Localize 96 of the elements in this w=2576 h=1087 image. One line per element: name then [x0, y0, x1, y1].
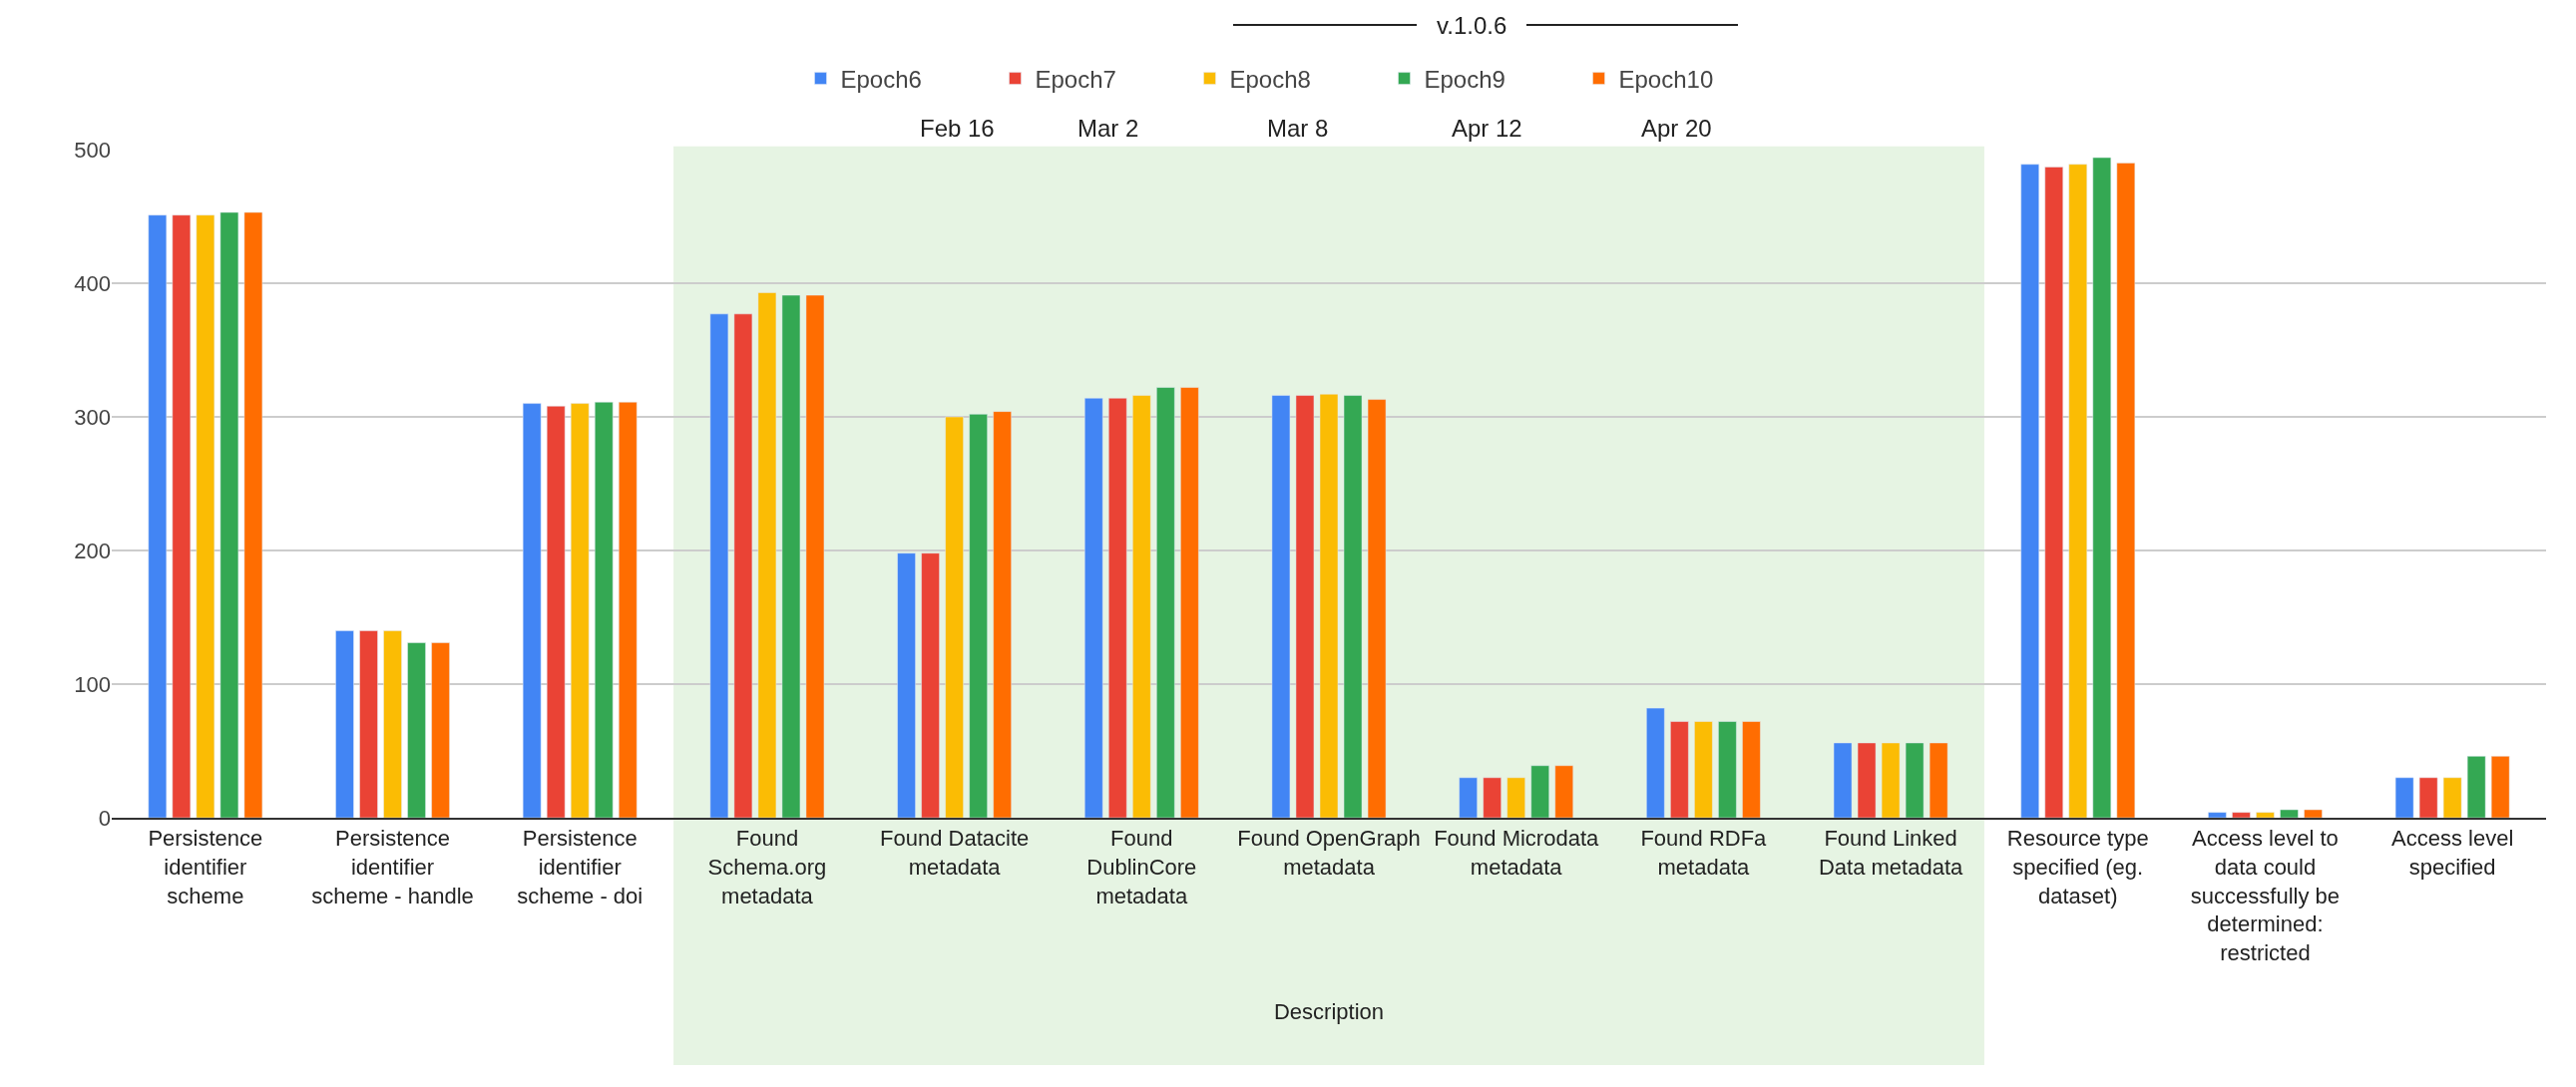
bar	[1905, 742, 1925, 818]
bar	[1108, 397, 1127, 818]
text: Apr 12	[1452, 115, 1522, 142]
bar	[2418, 777, 2438, 818]
bar	[2208, 812, 2227, 818]
text: Mar 8	[1267, 115, 1329, 142]
bar	[2304, 809, 2323, 818]
bar	[1718, 721, 1737, 818]
bar	[709, 313, 729, 818]
bar	[733, 313, 753, 818]
x-tick-label: Persistence identifier scheme - doi	[517, 826, 644, 908]
bar	[993, 411, 1012, 818]
bar	[243, 211, 263, 818]
bar	[2490, 756, 2510, 818]
y-tick-label: 0	[98, 805, 111, 831]
bar	[1271, 395, 1291, 818]
x-tick-label: Found Datacite metadata	[880, 826, 1030, 880]
bar	[1084, 397, 1103, 818]
bar	[1343, 395, 1363, 818]
bar	[172, 214, 192, 818]
bar	[1857, 742, 1877, 818]
bar	[1742, 721, 1761, 818]
bar	[219, 211, 239, 818]
x-tick-label: Resource type specified (eg. dataset)	[2006, 826, 2149, 908]
text: v.1.0.6	[1437, 12, 1507, 39]
bar	[1554, 765, 1573, 818]
legend-label: Epoch10	[1618, 65, 1714, 93]
bar	[359, 630, 378, 818]
bar	[1156, 387, 1175, 818]
bar	[570, 403, 590, 818]
bar	[196, 214, 215, 818]
bar	[2092, 157, 2112, 818]
bar	[619, 402, 638, 818]
bar	[1881, 742, 1901, 818]
x-tick-label: Found Linked Data metadata	[1818, 826, 1963, 880]
bar	[1670, 721, 1689, 818]
bar	[1132, 395, 1151, 818]
bar	[522, 403, 542, 818]
bar	[2020, 164, 2039, 818]
bar	[2068, 164, 2088, 818]
bar	[2044, 167, 2063, 818]
bar	[969, 414, 988, 818]
y-tick-label: 500	[74, 137, 111, 163]
x-tick-label: Found Schema.org metadata	[707, 826, 827, 908]
x-tick-label: Found Microdata metadata	[1434, 826, 1599, 880]
bar	[757, 292, 777, 818]
bar	[945, 416, 964, 818]
bar	[1180, 387, 1199, 818]
bar	[595, 402, 614, 818]
bar	[2280, 809, 2299, 818]
bar	[1295, 395, 1315, 818]
bar	[2232, 812, 2251, 818]
bar	[1646, 707, 1665, 818]
bar	[2394, 777, 2414, 818]
text: Feb 16	[920, 115, 995, 142]
y-tick-label: 300	[74, 404, 111, 430]
bar	[805, 294, 825, 818]
bar	[431, 642, 450, 818]
bar	[2466, 756, 2486, 818]
x-tick-label: Persistence identifier scheme	[148, 826, 263, 908]
legend-label: Epoch6	[840, 65, 922, 93]
x-tick-label: Access level specified	[2391, 826, 2514, 880]
bar	[921, 552, 940, 818]
bar	[1367, 399, 1387, 818]
bar	[383, 630, 402, 818]
legend-label: Epoch8	[1229, 65, 1311, 93]
bar	[781, 294, 801, 818]
x-tick-label: Found RDFa metadata	[1640, 826, 1768, 880]
bar	[2116, 163, 2136, 818]
x-tick-label: Found OpenGraph metadata	[1237, 826, 1421, 880]
bar	[2256, 812, 2275, 818]
x-tick-label: Found DublinCore metadata	[1086, 826, 1197, 908]
bar	[1694, 721, 1713, 818]
y-tick-label: 400	[74, 270, 111, 296]
bar	[335, 630, 354, 818]
y-tick-label: 200	[74, 538, 111, 563]
x-axis-title: Description	[1273, 999, 1385, 1025]
text: Mar 2	[1077, 115, 1139, 142]
y-tick-label: 100	[74, 671, 111, 697]
bar	[1459, 777, 1478, 818]
bar	[897, 552, 916, 818]
bar	[1483, 777, 1502, 818]
legend-label: Epoch9	[1424, 65, 1505, 93]
bar	[1319, 393, 1339, 818]
bar	[2442, 777, 2462, 818]
bar	[148, 214, 168, 818]
bar	[1506, 777, 1525, 818]
x-tick-label: Access level to data could successfully be determined: restricted	[2190, 826, 2341, 965]
bar	[546, 406, 566, 818]
bar	[1833, 742, 1853, 818]
x-tick-label: Persistence identifier scheme - handle	[311, 826, 474, 908]
bar	[1530, 765, 1549, 818]
legend-label: Epoch7	[1035, 65, 1116, 93]
text: Apr 20	[1641, 115, 1712, 142]
bar	[407, 642, 426, 818]
bar	[1929, 742, 1948, 818]
